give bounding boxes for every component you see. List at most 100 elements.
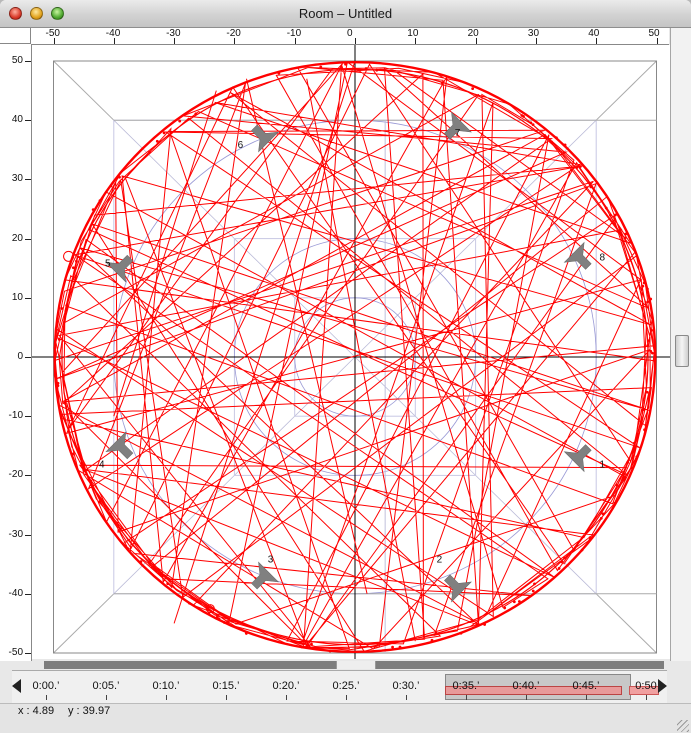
- minimize-button[interactable]: [30, 7, 43, 20]
- trajectory-point: [139, 560, 143, 564]
- trajectory-point: [148, 150, 151, 154]
- ruler-x-tick: [415, 38, 417, 44]
- timeline-label: 0:25.’: [332, 680, 360, 692]
- trajectory-point: [244, 632, 248, 635]
- trajectory-point: [222, 621, 226, 624]
- timeline-track[interactable]: 0:00.’ 0:05.’ 0:10.’ 0:15.’ 0:20.’ 0:25.’ 0:30…: [33, 674, 659, 700]
- ruler-x-label: -20: [226, 28, 241, 39]
- perspective-line: [475, 475, 597, 595]
- trajectory-point: [375, 68, 379, 72]
- trajectory-point: [277, 71, 281, 75]
- trajectory-point: [119, 527, 122, 531]
- trajectory-point: [310, 642, 313, 646]
- timeline-tick: [106, 695, 107, 700]
- ruler-y-tick: [25, 475, 31, 477]
- ruler-y-label: -30: [8, 528, 23, 540]
- room-canvas[interactable]: 1 2 3 4 5 6 7 8: [32, 45, 670, 659]
- trajectory-point: [630, 466, 634, 470]
- trajectory-point: [207, 612, 211, 616]
- zoom-button[interactable]: [51, 7, 64, 20]
- trajectory-point: [599, 516, 603, 520]
- speaker-7-icon[interactable]: [437, 111, 472, 146]
- trajectory-point: [98, 199, 102, 203]
- vertical-scrollbar[interactable]: [670, 28, 691, 661]
- trajectory-point: [589, 185, 593, 189]
- trajectory-point: [588, 536, 592, 540]
- resize-grip-icon[interactable]: [677, 720, 689, 732]
- timeline-playback-bar[interactable]: [445, 686, 623, 695]
- timeline-tick: [526, 695, 527, 700]
- ruler-y-label: 50: [11, 55, 23, 66]
- speaker-3-icon[interactable]: [244, 561, 279, 596]
- ruler-y-label: 30: [11, 173, 23, 185]
- trajectory-point: [57, 338, 61, 341]
- trajectory-point: [56, 381, 60, 385]
- timeline-tick: [286, 695, 287, 700]
- ruler-y-tick: [25, 653, 31, 654]
- perspective-line: [113, 475, 235, 595]
- trajectory-point: [56, 384, 60, 388]
- timeline[interactable]: 0:00.’ 0:05.’ 0:10.’ 0:15.’ 0:20.’ 0:25.’ 0:30…: [12, 670, 667, 703]
- cursor-y-readout: y : 39.97: [68, 705, 111, 717]
- trajectory-point: [344, 62, 347, 66]
- trajectory-point: [178, 119, 182, 123]
- ruler-x-tick: [355, 38, 356, 44]
- ruler-x-tick: [475, 38, 477, 44]
- speaker-1-icon[interactable]: [563, 438, 598, 473]
- trajectory-point: [642, 408, 646, 412]
- trajectory-segment: [306, 78, 416, 642]
- trajectory-point: [483, 623, 486, 626]
- ruler-y-label: -50: [8, 647, 23, 658]
- trajectory-point: [609, 213, 612, 217]
- trajectory-point: [649, 297, 653, 301]
- ruler-y-tick: [25, 179, 31, 181]
- trajectory-point: [563, 143, 567, 147]
- trajectory-point: [364, 67, 368, 70]
- trajectory-segment: [245, 78, 368, 594]
- speaker-4-icon[interactable]: [105, 431, 140, 466]
- trajectory-point: [391, 645, 394, 649]
- ruler-x-label: -40: [105, 28, 121, 39]
- ruler-x-tick: [174, 38, 176, 44]
- speaker-5-icon[interactable]: [105, 248, 140, 283]
- close-button[interactable]: [9, 7, 22, 20]
- perspective-line: [595, 60, 657, 121]
- trajectory-point: [642, 281, 646, 285]
- speaker-2-icon[interactable]: [437, 568, 472, 603]
- trajectory-point: [624, 232, 628, 236]
- trajectory-point: [531, 589, 535, 593]
- vertical-scroll-thumb[interactable]: [675, 335, 689, 367]
- vertical-ruler: 50 40 30 20 10 0 -10 -20 -30 -40 -50: [0, 44, 32, 661]
- ruler-y-label: 40: [11, 114, 23, 126]
- ruler-x-tick: [656, 38, 658, 44]
- horizontal-scroll-thumb[interactable]: [336, 661, 376, 669]
- timeline-right-arrow-icon[interactable]: [658, 679, 667, 693]
- title-bar[interactable]: Room – Untitled: [0, 0, 691, 28]
- speaker-6-icon[interactable]: [244, 118, 279, 153]
- speaker-6-label: 6: [238, 140, 244, 151]
- trajectory-point: [645, 390, 649, 394]
- speaker-3-label: 3: [268, 554, 274, 565]
- ruler-y-tick: [25, 416, 31, 418]
- trajectory-segment: [113, 90, 217, 417]
- speaker-8-icon[interactable]: [563, 241, 598, 276]
- trajectory-point: [319, 65, 323, 69]
- timeline-tick: [646, 695, 647, 700]
- ruler-x-label: -10: [286, 28, 302, 39]
- ruler-x-label: 0: [347, 28, 353, 39]
- ruler-x-label: 40: [588, 28, 600, 39]
- timeline-label: 0:40.’: [512, 680, 540, 692]
- trajectory-point: [215, 615, 219, 619]
- trajectory-point: [512, 600, 516, 604]
- trajectory-point: [60, 307, 64, 310]
- trajectory-point: [109, 184, 113, 188]
- speaker-5-label: 5: [105, 258, 111, 269]
- timeline-tick: [346, 695, 347, 700]
- timeline-left-arrow-icon[interactable]: [12, 679, 21, 693]
- trajectory-point: [221, 614, 225, 617]
- ruler-y-tick: [25, 120, 31, 122]
- trajectory-segment: [396, 72, 627, 240]
- room-svg[interactable]: 1 2 3 4 5 6 7 8: [32, 45, 670, 659]
- horizontal-scrollbar[interactable]: [44, 661, 664, 669]
